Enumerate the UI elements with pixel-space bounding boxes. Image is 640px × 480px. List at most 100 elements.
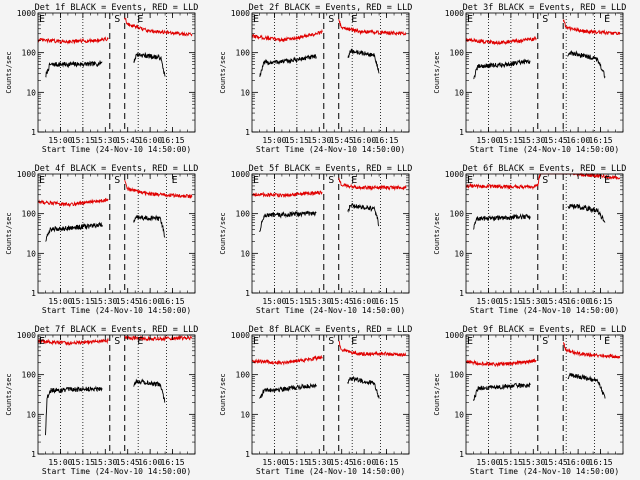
y-axis-label: Counts/sec <box>433 373 441 415</box>
marker-e: E <box>351 336 357 347</box>
y-tick-label: 1000 <box>231 331 250 340</box>
y-tick-label: 1000 <box>445 170 464 179</box>
series-events <box>45 214 166 242</box>
series-line-lld <box>465 36 537 46</box>
series-line-lld <box>338 18 407 36</box>
y-tick-label: 1 <box>245 450 250 459</box>
series-line-events <box>473 213 531 230</box>
panel-title: Det 3f BLACK = Events, RED = LLD <box>463 3 627 13</box>
series-line-lld <box>562 342 621 359</box>
x-tick-label: 15:30 <box>307 136 331 145</box>
y-tick-label: 1 <box>459 450 464 459</box>
x-tick-label: 16:00 <box>566 458 590 467</box>
reference-lines <box>274 335 381 454</box>
y-tick-label: 1000 <box>17 331 36 340</box>
x-tick-label: 15:30 <box>521 297 545 306</box>
panel-title: Det 4f BLACK = Events, RED = LLD <box>35 164 199 174</box>
marker-e: E <box>39 175 45 186</box>
y-axis-label: Counts/sec <box>433 212 441 254</box>
x-tick-label: 16:00 <box>352 136 376 145</box>
series-lld <box>251 340 407 366</box>
reference-lines <box>488 335 595 454</box>
x-axis-label: Start Time (24-Nov-10 14:50:00) <box>256 145 405 154</box>
series-line-events <box>473 58 531 80</box>
y-tick-label: 1000 <box>17 170 36 179</box>
x-axis-label: Start Time (24-Nov-10 14:50:00) <box>256 467 405 476</box>
x-tick-label: 16:00 <box>138 297 162 306</box>
series-line-events <box>347 202 380 227</box>
x-tick-label: 15:45 <box>330 297 354 306</box>
series-line-lld <box>37 197 109 208</box>
x-tick-label: 15:30 <box>521 136 545 145</box>
series-events <box>473 372 606 401</box>
series-line-lld <box>37 337 109 346</box>
x-tick-label: 15:15 <box>285 458 309 467</box>
x-tick-label: 15:45 <box>116 136 140 145</box>
reference-lines <box>488 174 595 293</box>
y-axis: 1 10 100 1000 <box>445 331 623 459</box>
x-tick-label: 15:00 <box>476 297 500 306</box>
plot-frame <box>465 334 624 455</box>
y-tick-label: 1 <box>459 289 464 298</box>
marker-s: S <box>542 14 548 25</box>
marker-s: S <box>542 175 548 186</box>
x-tick-label: 15:30 <box>307 458 331 467</box>
y-tick-label: 1 <box>245 128 250 137</box>
plot-frame <box>251 12 410 133</box>
y-tick-label: 1 <box>31 289 36 298</box>
marker-e: E <box>351 14 357 25</box>
x-tick-label: 15:15 <box>71 458 95 467</box>
y-tick-label: 10 <box>454 249 464 258</box>
x-tick-label: 15:15 <box>71 136 95 145</box>
series-line-lld <box>251 190 323 198</box>
series-lld <box>37 17 193 45</box>
x-axis-label: Start Time (24-Nov-10 14:50:00) <box>42 467 191 476</box>
marker-e: E <box>137 14 143 25</box>
x-axis-label: Start Time (24-Nov-10 14:50:00) <box>42 306 191 315</box>
detector-panel-5: Det 5f BLACK = Events, RED = LLD 1 10 100 10… <box>219 164 412 315</box>
series-lld <box>251 177 407 198</box>
series-events <box>473 50 606 80</box>
y-tick-label: 100 <box>450 210 465 219</box>
y-tick-label: 100 <box>450 371 465 380</box>
detector-panel-3: Det 3f BLACK = Events, RED = LLD 1 10 100 10… <box>433 3 626 154</box>
marker-e: E <box>604 14 610 25</box>
x-tick-label: 15:30 <box>93 136 117 145</box>
y-axis-label: Counts/sec <box>5 51 13 93</box>
marker-s: S <box>114 14 120 25</box>
series-events <box>45 51 166 78</box>
series-line-lld <box>251 354 323 366</box>
x-tick-label: 15:00 <box>476 458 500 467</box>
x-tick-label: 15:45 <box>116 297 140 306</box>
x-tick-label: 15:15 <box>499 136 523 145</box>
x-tick-label: 15:00 <box>48 297 72 306</box>
y-tick-label: 1000 <box>231 170 250 179</box>
x-tick-label: 15:30 <box>93 297 117 306</box>
y-axis: 1 10 100 1000 <box>17 9 195 137</box>
x-axis-label: Start Time (24-Nov-10 14:50:00) <box>256 306 405 315</box>
x-axis-label: Start Time (24-Nov-10 14:50:00) <box>470 467 619 476</box>
series-lld <box>37 179 193 208</box>
series-line-lld <box>562 19 621 36</box>
x-axis-label: Start Time (24-Nov-10 14:50:00) <box>42 145 191 154</box>
panel-title: Det 1f BLACK = Events, RED = LLD <box>35 3 199 13</box>
x-tick-label: 15:15 <box>499 458 523 467</box>
y-tick-label: 100 <box>450 49 465 58</box>
series-events <box>473 203 606 230</box>
series-line-events <box>133 51 166 77</box>
y-tick-label: 10 <box>240 249 250 258</box>
detector-panel-4: Det 4f BLACK = Events, RED = LLD 1 10 100 10… <box>5 164 198 315</box>
y-tick-label: 10 <box>454 410 464 419</box>
series-line-lld <box>37 36 109 45</box>
panel-title: Det 5f BLACK = Events, RED = LLD <box>249 164 413 174</box>
y-axis: 1 10 100 1000 <box>17 170 195 298</box>
panel-title: Det 9f BLACK = Events, RED = LLD <box>463 325 627 335</box>
y-tick-label: 1000 <box>231 9 250 18</box>
y-tick-label: 10 <box>454 88 464 97</box>
